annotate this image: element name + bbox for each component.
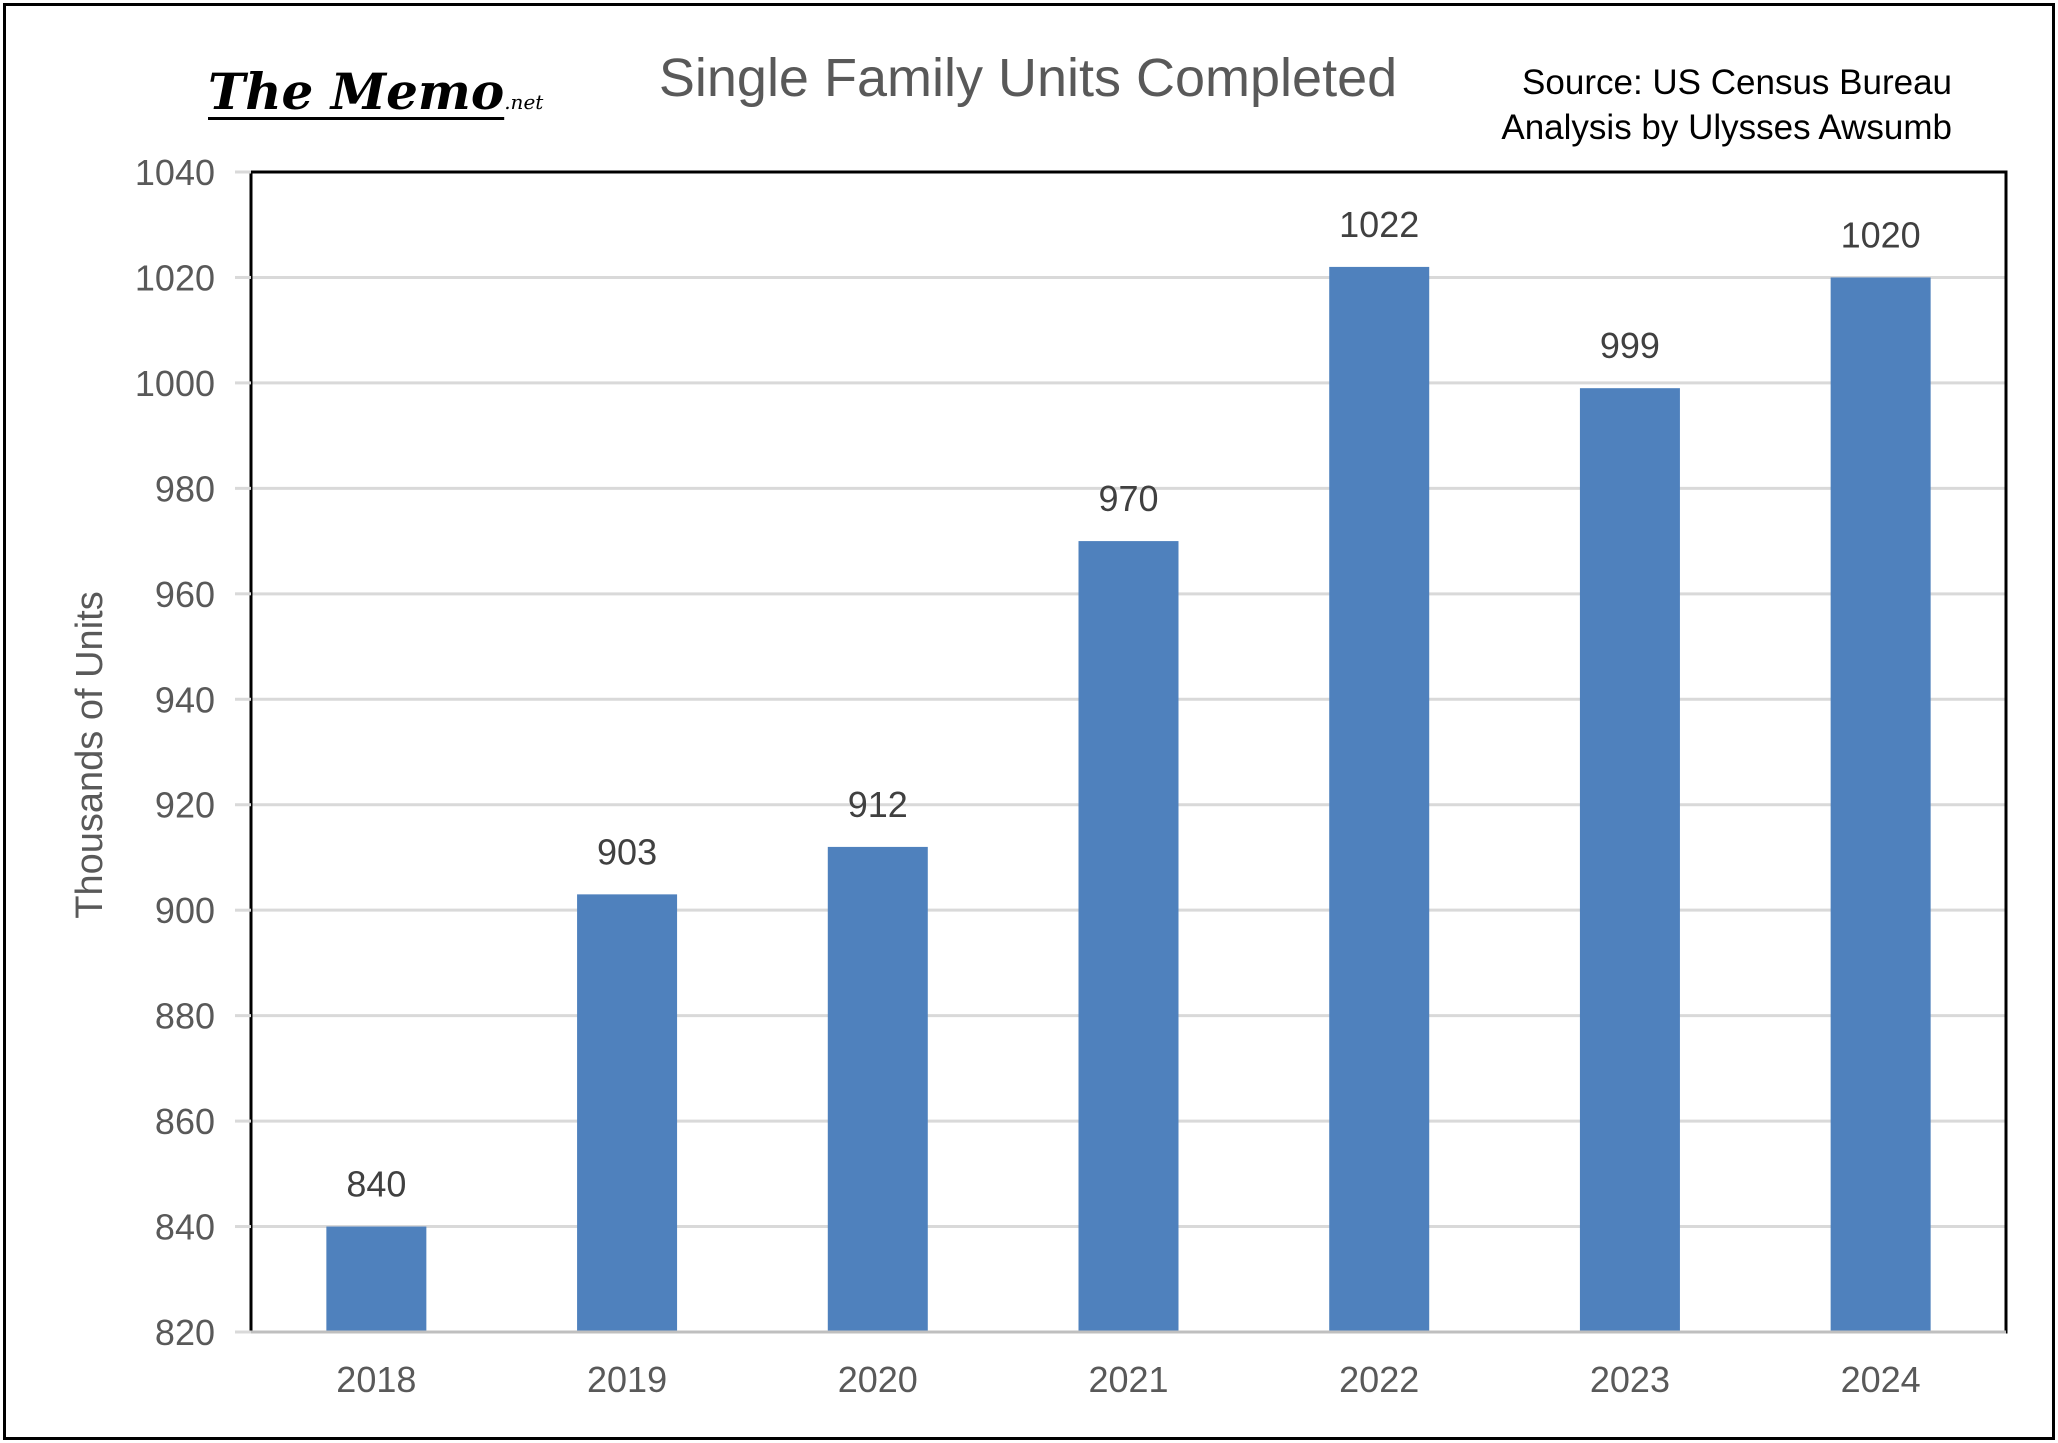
x-tick-label: 2023	[1590, 1359, 1670, 1400]
y-axis-title: Thousands of Units	[69, 591, 111, 918]
bar-2023	[1579, 388, 1680, 1332]
data-label: 1022	[1339, 204, 1419, 245]
bar-2024	[1830, 277, 1931, 1332]
data-labels: 840 903 912 970 1022 999 1020	[346, 204, 1920, 1205]
y-tick-label: 1020	[135, 257, 215, 298]
x-tick-label: 2024	[1841, 1359, 1921, 1400]
analysis-line: Analysis by Ulysses Awsumb	[1501, 108, 1952, 147]
bar-2018	[326, 1226, 427, 1332]
y-tick-label: 1000	[135, 363, 215, 404]
bar-2019	[577, 894, 678, 1332]
y-tick-label: 860	[155, 1101, 215, 1142]
chart-title: Single Family Units Completed	[659, 48, 1397, 108]
x-axis-ticks: 2018 2019 2020 2021 2022 2023 2024	[336, 1359, 1920, 1400]
source-note: Source: US Census Bureau Analysis by Uly…	[1501, 60, 1952, 150]
y-tick-label: 940	[155, 679, 215, 720]
logo-suffix: .net	[504, 90, 544, 114]
x-tick-label: 2018	[336, 1359, 416, 1400]
bars	[326, 266, 1931, 1333]
y-tick-label: 1040	[135, 152, 215, 193]
data-label: 840	[346, 1164, 406, 1205]
bar-2022	[1329, 266, 1430, 1333]
x-tick-label: 2021	[1088, 1359, 1168, 1400]
y-tick-label: 820	[155, 1312, 215, 1353]
data-label: 903	[597, 831, 657, 872]
x-tick-label: 2022	[1339, 1359, 1419, 1400]
y-tick-label: 840	[155, 1207, 215, 1248]
y-tick-label: 980	[155, 468, 215, 509]
source-line: Source: US Census Bureau	[1522, 63, 1952, 102]
logo-text: The Memo	[208, 62, 505, 121]
bar-2021	[1078, 541, 1179, 1332]
y-tick-label: 920	[155, 785, 215, 826]
data-label: 999	[1600, 325, 1660, 366]
brand-logo: The Memo.net	[208, 62, 543, 121]
data-label: 912	[848, 784, 908, 825]
plot-area	[249, 170, 2008, 1334]
y-tick-label: 960	[155, 574, 215, 615]
data-label: 970	[1098, 478, 1158, 519]
data-label: 1020	[1841, 214, 1921, 255]
x-tick-label: 2020	[838, 1359, 918, 1400]
y-tick-label: 880	[155, 996, 215, 1037]
y-axis-ticks: 820 840 860 880 900 920 940 960 980 1000 1020 1040	[135, 152, 251, 1353]
x-tick-label: 2019	[587, 1359, 667, 1400]
y-tick-label: 900	[155, 890, 215, 931]
chart-frame	[3, 3, 2055, 1440]
bar-2020	[827, 846, 928, 1332]
